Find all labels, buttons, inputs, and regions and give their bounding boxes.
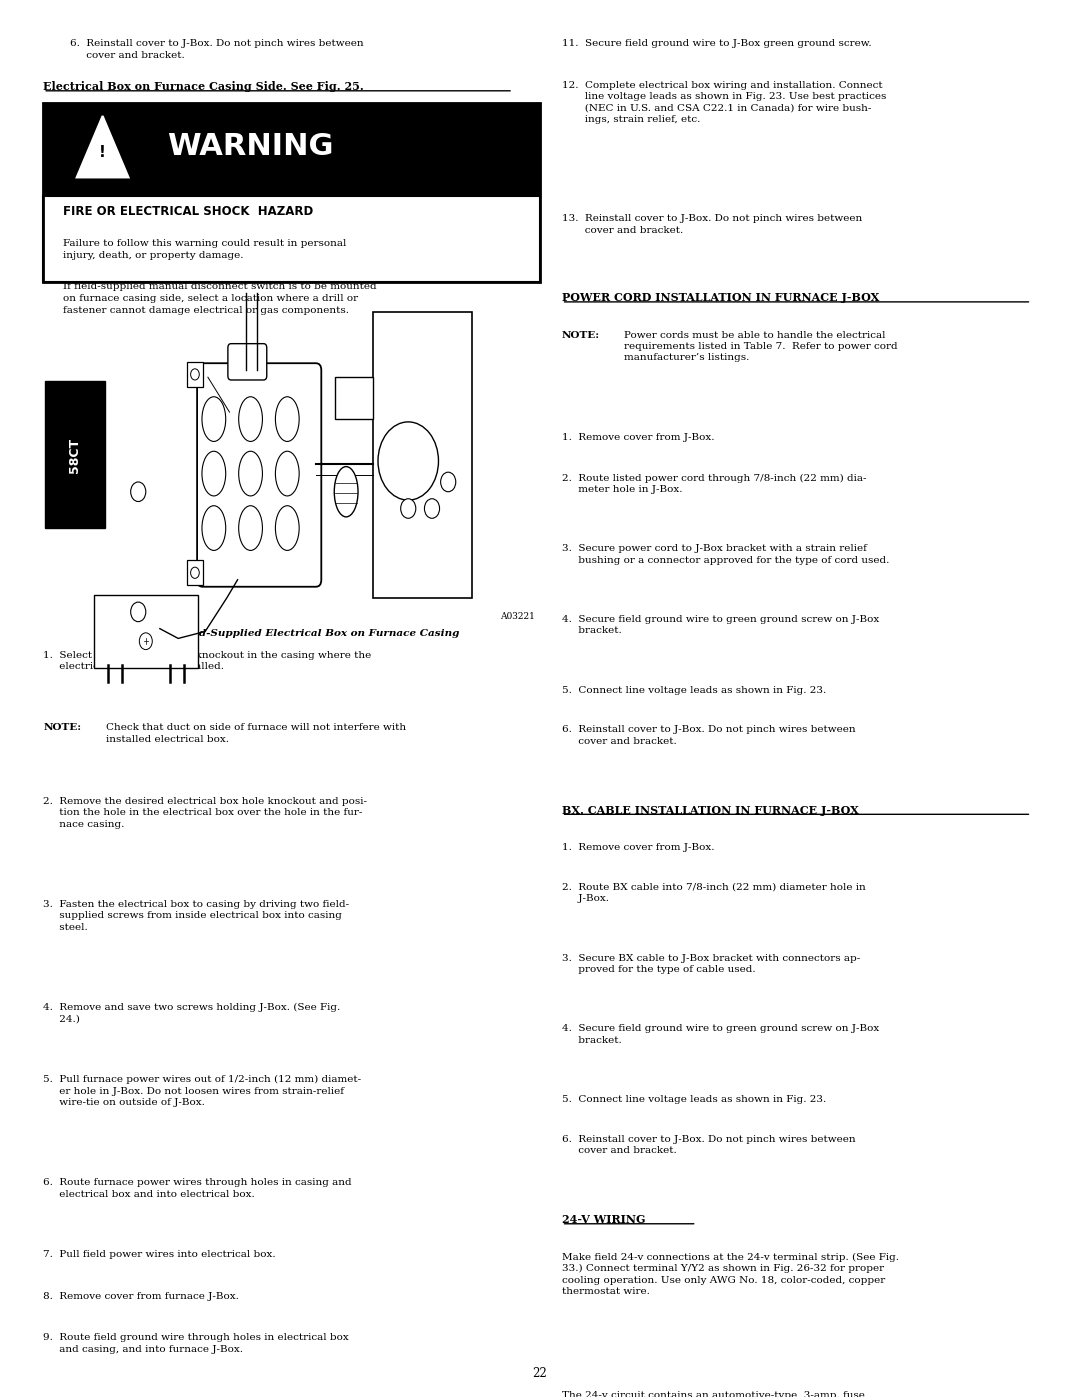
Text: 22: 22 (532, 1368, 548, 1380)
Text: 1.  Remove cover from J-Box.: 1. Remove cover from J-Box. (562, 433, 714, 443)
Text: 3.  Secure power cord to J-Box bracket with a strain relief
     bushing or a co: 3. Secure power cord to J-Box bracket wi… (562, 543, 889, 564)
Text: 4.  Secure field ground wire to green ground screw on J-Box
     bracket.: 4. Secure field ground wire to green gro… (562, 615, 879, 636)
Text: 6.  Reinstall cover to J-Box. Do not pinch wires between
     cover and bracket.: 6. Reinstall cover to J-Box. Do not pinc… (562, 1134, 855, 1155)
Ellipse shape (275, 506, 299, 550)
Text: Check that duct on side of furnace will not interfere with
installed electrical : Check that duct on side of furnace will … (106, 724, 406, 743)
FancyBboxPatch shape (45, 381, 105, 528)
Text: 58CT: 58CT (68, 437, 81, 474)
Text: 1.  Select and remove a hole knockout in the casing where the
     electrical bo: 1. Select and remove a hole knockout in … (43, 651, 372, 672)
Polygon shape (335, 377, 373, 419)
FancyBboxPatch shape (188, 560, 203, 585)
FancyBboxPatch shape (197, 363, 322, 587)
Ellipse shape (202, 506, 226, 550)
Text: A03221: A03221 (500, 612, 535, 620)
Text: 8.  Remove cover from furnace J-Box.: 8. Remove cover from furnace J-Box. (43, 1292, 239, 1301)
Text: POWER CORD INSTALLATION IN FURNACE J-BOX: POWER CORD INSTALLATION IN FURNACE J-BOX (562, 292, 879, 303)
Text: 4.  Remove and save two screws holding J-Box. (See Fig.
     24.): 4. Remove and save two screws holding J-… (43, 1003, 340, 1024)
Text: 11.  Secure field ground wire to J-Box green ground screw.: 11. Secure field ground wire to J-Box gr… (562, 39, 872, 47)
FancyBboxPatch shape (188, 362, 203, 387)
Text: 5.  Pull furnace power wires out of 1/2-inch (12 mm) diamet-
     er hole in J-B: 5. Pull furnace power wires out of 1/2-i… (43, 1076, 362, 1108)
Circle shape (191, 369, 199, 380)
FancyBboxPatch shape (43, 103, 540, 196)
Text: 24-V WIRING: 24-V WIRING (562, 1214, 645, 1225)
Text: FIRE OR ELECTRICAL SHOCK  HAZARD: FIRE OR ELECTRICAL SHOCK HAZARD (63, 205, 313, 218)
Text: If field-supplied manual disconnect switch is to be mounted
on furnace casing si: If field-supplied manual disconnect swit… (63, 282, 376, 314)
Text: WARNING: WARNING (167, 133, 334, 161)
Text: 6.  Reinstall cover to J-Box. Do not pinch wires between
     cover and bracket.: 6. Reinstall cover to J-Box. Do not pinc… (70, 39, 364, 60)
Circle shape (378, 422, 438, 500)
Text: 13.  Reinstall cover to J-Box. Do not pinch wires between
       cover and brack: 13. Reinstall cover to J-Box. Do not pin… (562, 214, 862, 235)
Text: 1.  Remove cover from J-Box.: 1. Remove cover from J-Box. (562, 842, 714, 852)
Text: 12.  Complete electrical box wiring and installation. Connect
       line voltag: 12. Complete electrical box wiring and i… (562, 81, 886, 124)
Text: 6.  Reinstall cover to J-Box. Do not pinch wires between
     cover and bracket.: 6. Reinstall cover to J-Box. Do not pinc… (562, 725, 855, 746)
Circle shape (191, 567, 199, 578)
Ellipse shape (202, 397, 226, 441)
Text: 6.  Route furnace power wires through holes in casing and
     electrical box an: 6. Route furnace power wires through hol… (43, 1178, 352, 1199)
Text: Electrical Box on Furnace Casing Side. See Fig. 25.: Electrical Box on Furnace Casing Side. S… (43, 81, 364, 92)
FancyBboxPatch shape (373, 312, 472, 598)
Ellipse shape (239, 451, 262, 496)
Text: 9.  Route field ground wire through holes in electrical box
     and casing, and: 9. Route field ground wire through holes… (43, 1333, 349, 1354)
Circle shape (424, 499, 440, 518)
Text: !: ! (99, 145, 106, 159)
Text: 4.  Secure field ground wire to green ground screw on J-Box
     bracket.: 4. Secure field ground wire to green gro… (562, 1024, 879, 1045)
Text: 2.  Remove the desired electrical box hole knockout and posi-
     tion the hole: 2. Remove the desired electrical box hol… (43, 796, 367, 828)
Ellipse shape (335, 467, 359, 517)
Circle shape (441, 472, 456, 492)
Ellipse shape (275, 451, 299, 496)
Ellipse shape (202, 451, 226, 496)
Text: 2.  Route BX cable into 7/8-inch (22 mm) diameter hole in
     J-Box.: 2. Route BX cable into 7/8-inch (22 mm) … (562, 883, 865, 904)
Circle shape (131, 482, 146, 502)
Text: Make field 24-v connections at the 24-v terminal strip. (See Fig.
33.) Connect t: Make field 24-v connections at the 24-v … (562, 1252, 899, 1296)
FancyBboxPatch shape (94, 595, 198, 668)
Text: Power cords must be able to handle the electrical
requirements listed in Table 7: Power cords must be able to handle the e… (624, 331, 897, 362)
Ellipse shape (239, 397, 262, 441)
Text: NOTE:: NOTE: (562, 331, 599, 339)
Ellipse shape (275, 397, 299, 441)
Text: 3.  Secure BX cable to J-Box bracket with connectors ap-
     proved for the typ: 3. Secure BX cable to J-Box bracket with… (562, 954, 860, 974)
Circle shape (139, 633, 152, 650)
Circle shape (131, 602, 146, 622)
Text: Failure to follow this warning could result in personal
injury, death, or proper: Failure to follow this warning could res… (63, 239, 346, 260)
FancyBboxPatch shape (228, 344, 267, 380)
Text: 5.  Connect line voltage leads as shown in Fig. 23.: 5. Connect line voltage leads as shown i… (562, 1095, 826, 1104)
Ellipse shape (239, 506, 262, 550)
Text: NOTE:: NOTE: (43, 724, 81, 732)
Text: Fig. 25 – Field-Supplied Electrical Box on Furnace Casing: Fig. 25 – Field-Supplied Electrical Box … (124, 629, 459, 637)
Polygon shape (77, 116, 129, 177)
Text: 3.  Fasten the electrical box to casing by driving two field-
     supplied scre: 3. Fasten the electrical box to casing b… (43, 900, 349, 932)
Circle shape (401, 499, 416, 518)
Text: 5.  Connect line voltage leads as shown in Fig. 23.: 5. Connect line voltage leads as shown i… (562, 686, 826, 694)
FancyBboxPatch shape (43, 196, 540, 282)
Text: The 24-v circuit contains an automotive-type, 3-amp. fuse
located on the control: The 24-v circuit contains an automotive-… (562, 1390, 882, 1397)
Text: 7.  Pull field power wires into electrical box.: 7. Pull field power wires into electrica… (43, 1250, 275, 1259)
Text: BX. CABLE INSTALLATION IN FURNACE J-BOX: BX. CABLE INSTALLATION IN FURNACE J-BOX (562, 805, 859, 816)
Text: 2.  Route listed power cord through 7/8-inch (22 mm) dia-
     meter hole in J-B: 2. Route listed power cord through 7/8-i… (562, 474, 866, 495)
